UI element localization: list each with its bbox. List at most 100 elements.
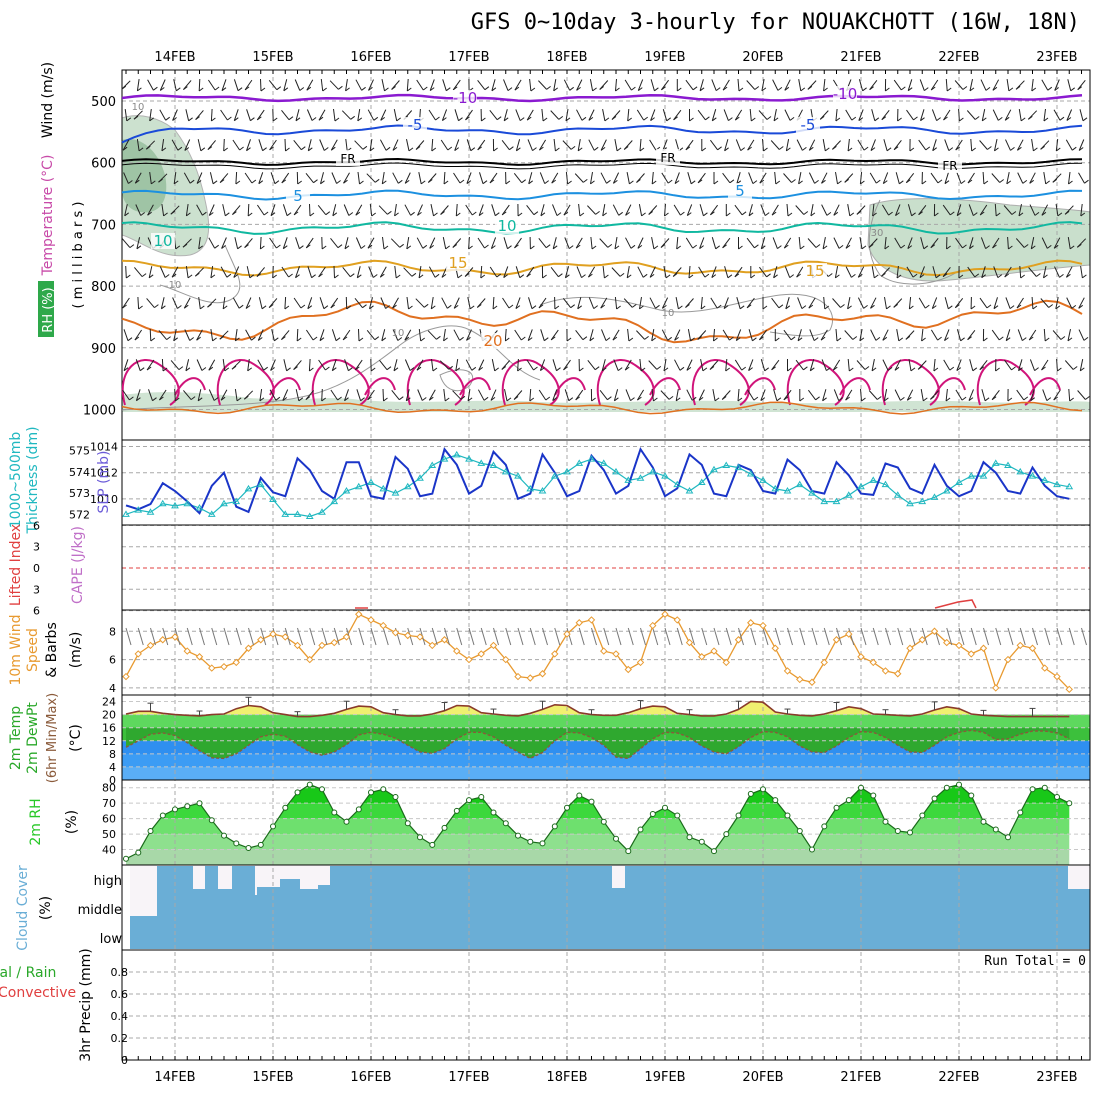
- wind-barb: [979, 140, 988, 150]
- wind-barb: [893, 79, 902, 91]
- wind-barb: [503, 237, 508, 249]
- wind-barb: [808, 172, 816, 184]
- cape-tick: 3: [33, 583, 40, 596]
- wind-barb-flag: [592, 87, 597, 92]
- rh-point: [1066, 800, 1073, 807]
- wind-barb: [550, 329, 559, 341]
- wind-barb-flag: [492, 305, 498, 310]
- wind-barb: [748, 329, 753, 341]
- wind-barb: [454, 109, 459, 121]
- wind-speed-point: [208, 664, 216, 672]
- wind-barb-flag: [136, 245, 142, 250]
- wind-barb-flag: [244, 395, 249, 400]
- wind-barb-flag: [777, 245, 782, 250]
- rh-point: [466, 797, 472, 804]
- wind-barb-flag: [602, 212, 608, 217]
- wind-barb-flag: [722, 244, 727, 249]
- rh-point: [441, 824, 448, 831]
- wind-barb-flag: [937, 336, 942, 341]
- surface-wind-barb: [823, 627, 830, 646]
- wind-barb-flag: [505, 180, 511, 185]
- wind-barb-flag: [406, 245, 412, 250]
- wind-barb-flag: [911, 212, 916, 217]
- wind-barb: [798, 172, 802, 184]
- wind-barb-flag: [457, 274, 463, 279]
- wind-speed-point: [293, 641, 302, 650]
- surface-wind-barb: [1044, 627, 1051, 646]
- wind-barb-flag: [513, 396, 519, 400]
- wind-barb: [319, 297, 325, 309]
- wind-barb-flag: [984, 397, 990, 402]
- wind-barb-flag: [208, 366, 214, 371]
- wind-barb-flag: [459, 179, 465, 184]
- thickness-point: [158, 499, 167, 507]
- wind-speed-point: [232, 658, 240, 667]
- wind-barb: [955, 389, 963, 401]
- wind-barb-flag: [234, 117, 239, 122]
- wind-barb-flag: [134, 336, 140, 341]
- wind-barb-flag: [918, 211, 923, 216]
- wind-speed-point: [183, 647, 191, 655]
- rh-point: [943, 784, 950, 791]
- isotherm-label: -5: [801, 116, 816, 134]
- rh-point: [404, 820, 411, 827]
- thickness-point: [881, 480, 890, 488]
- wind-barb: [881, 204, 890, 216]
- wind-barb-flag: [397, 337, 403, 341]
- wind-barb: [170, 360, 180, 370]
- wind-barb: [1078, 139, 1085, 151]
- wind-barb-flag: [967, 336, 972, 341]
- wind-barb-flag: [1041, 211, 1047, 216]
- wind-barb: [711, 79, 717, 91]
- wind-barb: [159, 109, 167, 121]
- wind-barb-flag: [847, 147, 853, 152]
- thickness-point: [269, 495, 277, 502]
- wind-barb: [685, 237, 694, 249]
- wind-barb-flag: [521, 179, 527, 184]
- wind-barb: [307, 297, 313, 309]
- wind-barb-flag: [676, 87, 682, 92]
- wind-barb-flag: [468, 245, 473, 250]
- dewpoint-line: [125, 729, 1070, 760]
- wind-barb-flag: [219, 335, 225, 340]
- wind-barb-flag: [617, 367, 623, 372]
- wind-barb: [944, 172, 949, 184]
- wind-barb-flag: [752, 337, 757, 342]
- wind-barb: [661, 172, 669, 184]
- wind-barb-flag: [307, 147, 313, 152]
- wind-barb-flag: [1008, 87, 1014, 92]
- wind-barb-flag: [539, 146, 544, 151]
- wind-tick: 6: [109, 654, 116, 667]
- thickness-point: [330, 497, 339, 505]
- wind-barb: [148, 266, 153, 278]
- isotherm-label: 15: [805, 262, 824, 280]
- wind-barb: [760, 237, 766, 249]
- wind-barb-flag: [974, 116, 980, 120]
- surface-wind-barb: [358, 627, 365, 646]
- wind-barb-flag: [221, 87, 227, 92]
- wind-barb: [378, 205, 388, 215]
- wind-barb-flag: [998, 336, 1004, 341]
- wind-barb-flag: [427, 179, 433, 183]
- wind-barb: [184, 139, 191, 151]
- isotherm-label-bg: [286, 188, 310, 204]
- run-total-label: Run Total = 0: [984, 954, 1086, 969]
- wind-barb-flag: [197, 397, 203, 402]
- wind10-axis-label-4: (m/s): [68, 632, 84, 669]
- surface-wind-barb: [260, 627, 267, 646]
- rh-point: [1041, 784, 1048, 791]
- wind-barb-flag: [296, 337, 302, 342]
- wind-barb-flag: [803, 366, 808, 371]
- wind-barb-flag: [172, 117, 177, 121]
- wind-barb-flag: [466, 336, 471, 341]
- wind-speed-point: [391, 628, 400, 637]
- thickness-point: [710, 465, 718, 473]
- wind-barb: [294, 79, 301, 91]
- wind-barb: [895, 172, 900, 184]
- wind-barb-flag: [544, 180, 550, 185]
- wind-barb: [625, 389, 631, 401]
- wind-barb: [991, 173, 1001, 183]
- pressure-tick: 800: [91, 280, 116, 295]
- wind-barb-flag: [1057, 212, 1063, 217]
- wind-barb: [442, 237, 447, 249]
